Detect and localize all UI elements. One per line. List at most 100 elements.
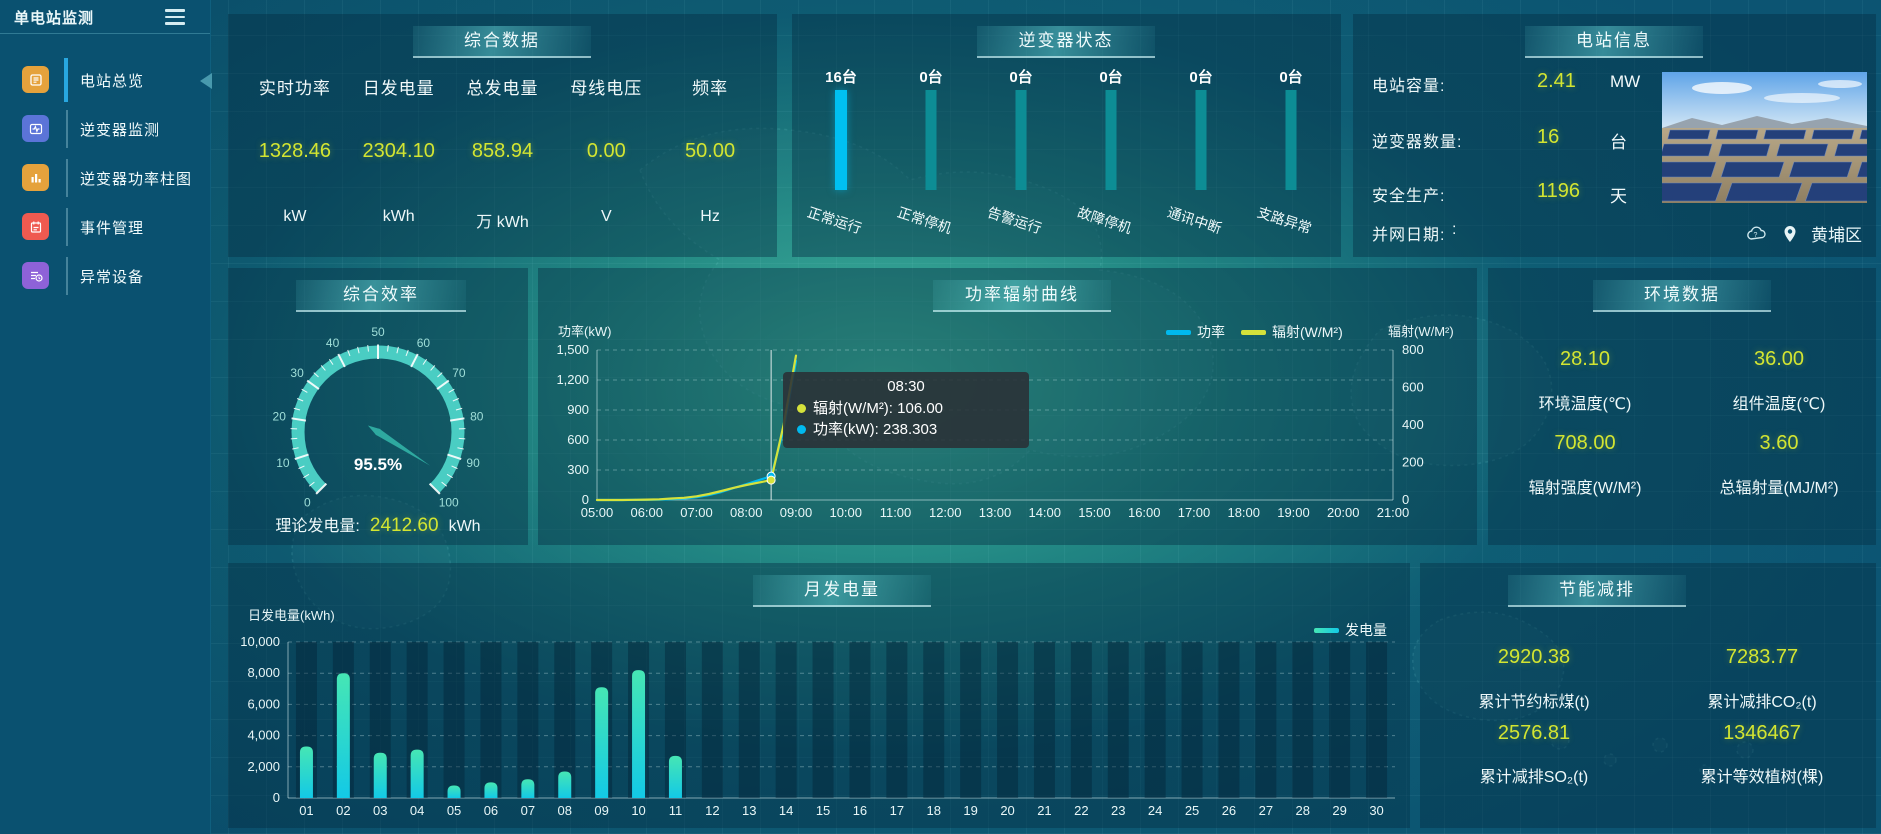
svg-text:4,000: 4,000 [247,728,280,743]
svg-text:15:00: 15:00 [1078,505,1111,520]
eco-metric-label: 累计节约标煤(t) [1478,694,1590,711]
svg-text:04: 04 [410,803,424,818]
monthly-energy-chart[interactable]: 0 2,000 4,000 6,000 8,000 10,000 日发电量(kWh) 01 02… [228,563,1410,828]
sidebar-item-event-management[interactable]: 事件管理 [0,205,210,249]
location-pin-icon[interactable] [1783,225,1797,243]
environment-metric-label: 总辐射量(MJ/M²) [1719,480,1839,497]
panel-title: 节能减排 [1508,575,1686,607]
station-row-unit: 天 [1610,187,1627,206]
svg-text:70: 70 [452,366,466,380]
svg-text:06: 06 [484,803,498,818]
environment-metric-row: 28.10 36.00 [1488,348,1876,371]
svg-text:11: 11 [669,803,683,818]
inverter-column[interactable]: 0台 正常停机 [886,14,976,257]
eco-metric-label: 累计减排CO₂(t) [1707,694,1817,711]
legend-power-label: 功率 [1197,324,1225,340]
svg-text:30: 30 [290,366,304,380]
inverter-column[interactable]: 16台 正常运行 [796,14,886,257]
station-row-unit: MW [1610,72,1641,91]
svg-text:20: 20 [1000,803,1014,818]
svg-text:200: 200 [1402,455,1424,470]
svg-text:28: 28 [1296,803,1310,818]
svg-text:600: 600 [1402,380,1424,395]
legend-item-power[interactable]: 功率 [1166,322,1225,342]
inverter-column[interactable]: 0台 告警运行 [976,14,1066,257]
inverter-column[interactable]: 0台 通讯中断 [1156,14,1246,257]
location-name[interactable]: 黄埔区 [1811,226,1862,245]
svg-text:05:00: 05:00 [581,505,614,520]
svg-text:08:00: 08:00 [730,505,763,520]
svg-text:20: 20 [273,409,287,423]
panel-eco: 节能减排 2920.38 7283.77 累计节约标煤(t) 累计减排CO₂(t) 25… [1420,563,1876,828]
power-curve-chart[interactable]: 0 300 600 900 1,200 1,500 0 200 400 600 800 05:00 06… [538,268,1477,545]
eco-metric-row: 累计节约标煤(t) 累计减排CO₂(t) [1420,688,1876,712]
sidebar-item-station-overview[interactable]: 电站总览 [0,58,210,102]
svg-text:09: 09 [594,803,608,818]
sidebar-divider [0,33,210,34]
sidebar-item-inverter-monitor[interactable]: 逆变器监测 [0,107,210,151]
station-row-label: 逆变器数量: [1372,134,1463,151]
sidebar-item-label: 逆变器监测 [80,122,161,139]
sidebar: 单电站监测 电站总览 逆变器监测 逆变器功率柱图 事件管理 [0,0,211,834]
monthly-legend: 发电量 [1314,620,1387,640]
app-title: 单电站监测 [14,10,95,27]
svg-text:02: 02 [336,803,350,818]
bar-chart-icon [22,164,49,191]
svg-text:11:00: 11:00 [880,505,912,520]
inverter-column[interactable]: 0台 支路异常 [1246,14,1336,257]
panel-title: 功率辐射曲线 [933,280,1111,312]
eco-metric-value: 2920.38 [1497,646,1571,668]
sidebar-item-inverter-power-bars[interactable]: 逆变器功率柱图 [0,156,210,200]
svg-text:1,500: 1,500 [556,342,589,357]
theory-energy-row: 理论发电量: 2412.60 kWh [228,512,528,537]
svg-text:19:00: 19:00 [1277,505,1310,520]
svg-text:29: 29 [1332,803,1346,818]
inverter-status-title-text: 逆变器状态 [1018,31,1114,50]
efficiency-title-text: 综合效率 [343,285,419,304]
sidebar-collapse-arrow-icon[interactable] [200,73,212,89]
weather-cloud-icon[interactable]: ? [1745,226,1769,242]
svg-text:10,000: 10,000 [240,634,280,649]
svg-text:0: 0 [1402,492,1409,507]
panel-title: 综合效率 [296,280,466,312]
sidebar-item-label: 异常设备 [80,269,145,286]
eco-grid: 2920.38 7283.77 累计节约标煤(t) 累计减排CO₂(t) 2576.81… [1420,563,1876,828]
inverter-status-columns[interactable]: 16台 正常运行 0台 正常停机 0台 告警运行 0台 故障停机 0台 通讯中断 0台 支路异常 [796,14,1336,257]
inverter-status-label: 支路异常 [1255,203,1314,237]
environment-metric-label: 环境温度(℃) [1538,396,1632,413]
station-info-row: 并网日期:: [1353,221,1876,245]
svg-text:600: 600 [567,432,589,447]
summary-row-unit: kW kWh 万 kWh V Hz [243,208,762,232]
svg-text:19: 19 [963,803,977,818]
svg-text:1,200: 1,200 [556,372,589,387]
station-info-row: 电站容量: 2.41 MW [1353,70,1876,96]
svg-text:0: 0 [304,496,311,510]
station-row-value: 2.41 [1537,70,1576,92]
svg-text:09:00: 09:00 [780,505,813,520]
sidebar-item-label: 电站总览 [80,73,145,90]
tooltip-line-power: 功率(kW): 238.303 [797,419,1015,440]
inverter-bar [1015,90,1027,190]
legend-item-energy[interactable]: 发电量 [1314,620,1387,640]
panel-inverter-status: 逆变器状态 16台 正常运行 0台 正常停机 0台 告警运行 0台 故障停机 0台 通讯中断 0台支… [792,14,1341,257]
eco-title-text: 节能减排 [1559,580,1635,599]
inverter-count: 0台 [1099,69,1123,86]
svg-text:6,000: 6,000 [247,696,280,711]
summary-row-name: 实时功率 日发电量 总发电量 母线电压 频率 [243,74,762,99]
environment-metric-row: 708.00 3.60 [1488,432,1876,455]
svg-text:日发电量(kWh): 日发电量(kWh) [248,608,335,623]
environment-metric-value: 36.00 [1753,348,1805,370]
tooltip-power-text: 功率(kW): 238.303 [813,421,938,438]
station-row-label: 电站容量: [1372,78,1446,95]
summary-title-text: 综合数据 [464,31,540,50]
svg-text:400: 400 [1402,417,1424,432]
legend-item-radiation[interactable]: 辐射(W/M²) [1241,322,1343,342]
inverter-column[interactable]: 0台故障停机 [1066,14,1156,257]
svg-text:?: ? [1754,232,1758,239]
efficiency-gauge-chart[interactable]: 0 10 20 30 40 50 60 70 80 90 100 95.5% [228,268,528,545]
summary-metric-name: 总发电量 [466,79,539,98]
svg-text:12: 12 [705,803,719,818]
sidebar-item-abnormal-devices[interactable]: 异常设备 [0,254,210,298]
inverter-status-label: 故障停机 [1075,203,1134,237]
menu-toggle-icon[interactable] [165,9,187,26]
